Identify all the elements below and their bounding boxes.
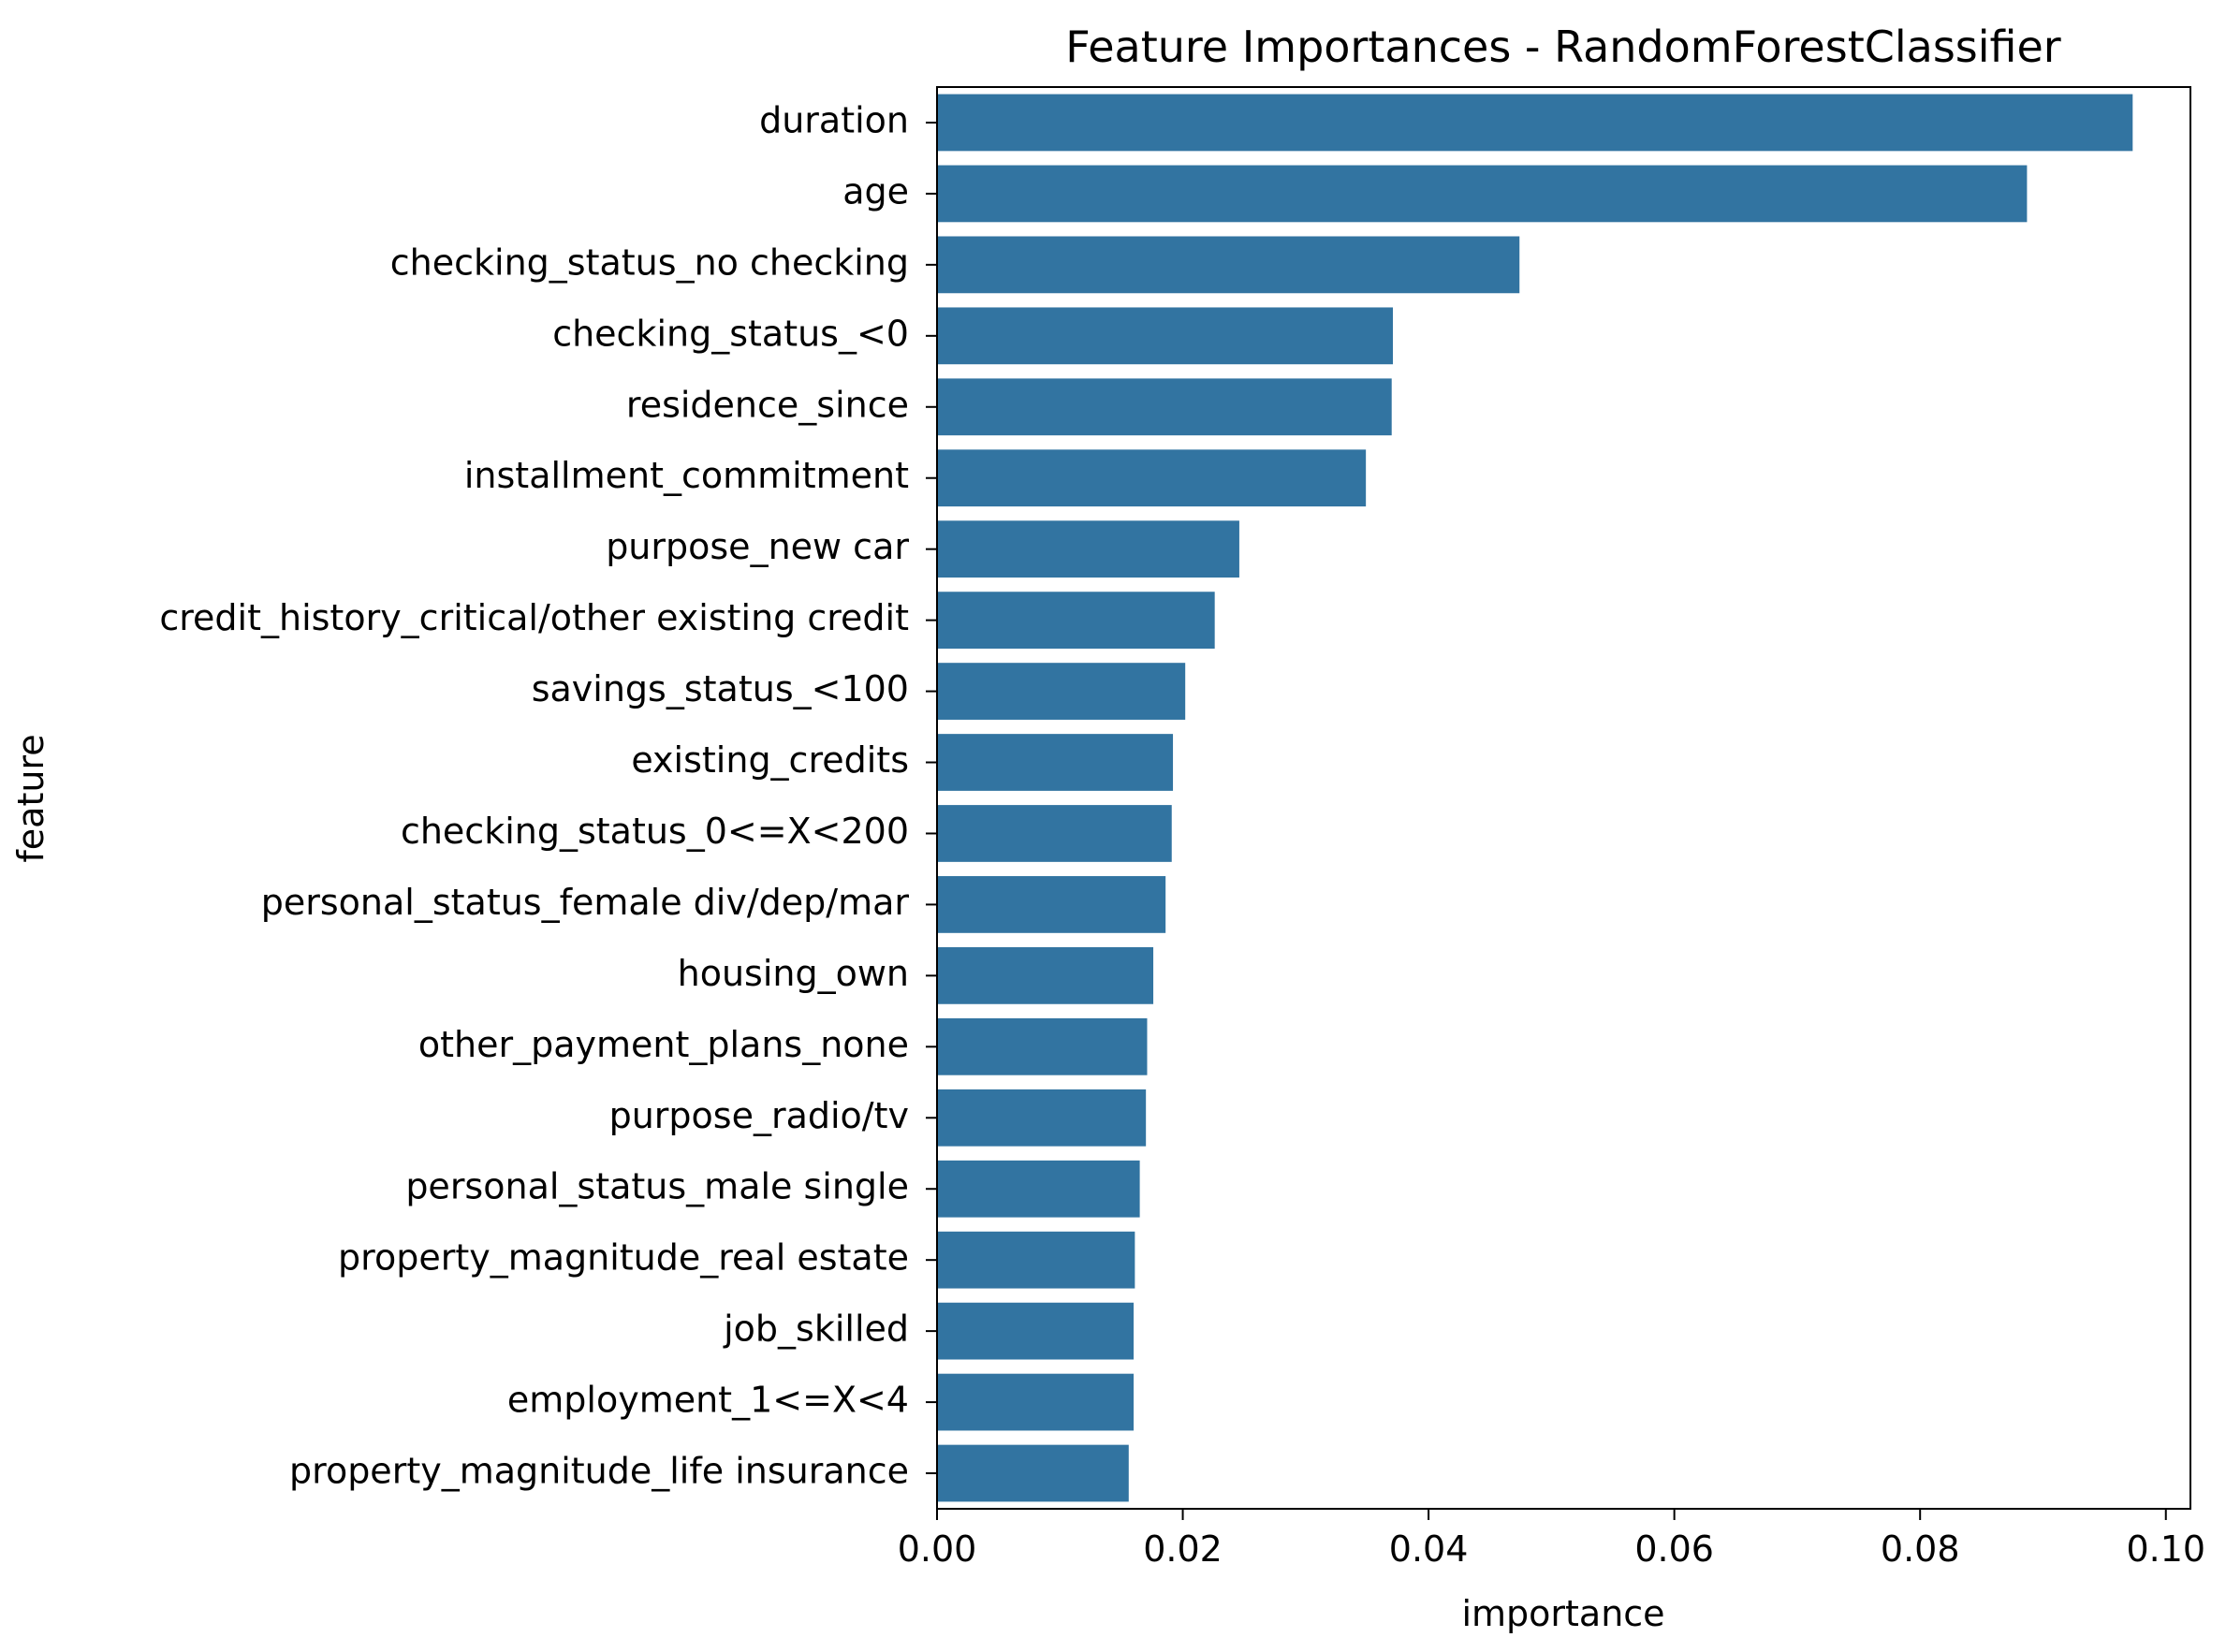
y-tick-label-property-magnitude-life-insurance-19: property_magnitude_life insurance <box>289 1451 909 1492</box>
y-tick-label-installment-commitment-5: installment_commitment <box>464 455 909 496</box>
y-tick-label-savings-status-100-8: savings_status_<100 <box>532 668 909 709</box>
y-axis-ticks: duration age checking_status_no checking ch… <box>159 99 937 1492</box>
y-tick-label-checking-status-0-3: checking_status_<0 <box>552 313 909 354</box>
chart-title: Feature Importances - RandomForestClassi… <box>1065 22 2061 72</box>
bar-purpose-radio-tv-14 <box>937 1089 1147 1147</box>
y-tick-label-purpose-radio-tv-14: purpose_radio/tv <box>609 1095 909 1136</box>
bars-group <box>937 94 2133 1502</box>
bar-property-magnitude-real-estate-16 <box>937 1231 1135 1289</box>
y-axis-label: feature <box>10 734 51 862</box>
bar-employment-1-x-4-18 <box>937 1373 1135 1431</box>
bar-property-magnitude-life-insurance-19 <box>937 1444 1129 1502</box>
bar-purpose-new-car-6 <box>937 520 1239 578</box>
x-tick-label-3: 0.06 <box>1634 1528 1714 1570</box>
y-tick-label-property-magnitude-real-estate-16: property_magnitude_real estate <box>338 1237 909 1279</box>
bar-other-payment-plans-none-13 <box>937 1017 1148 1075</box>
y-tick-label-personal-status-male-single-15: personal_status_male single <box>405 1166 909 1207</box>
bar-credit-history-critical-other-existing-credit-7 <box>937 592 1215 650</box>
x-axis-label: importance <box>1461 1593 1664 1634</box>
bar-checking-status-0-x-200-10 <box>937 805 1172 862</box>
y-tick-label-checking-status-no-checking-2: checking_status_no checking <box>390 241 909 283</box>
bar-personal-status-female-div-dep-mar-11 <box>937 876 1166 933</box>
x-tick-label-0: 0.00 <box>898 1528 977 1570</box>
y-tick-label-credit-history-critical-other-existing-credit-7: credit_history_critical/other existing c… <box>159 597 909 638</box>
bar-checking-status-0-3 <box>937 307 1394 365</box>
bar-installment-commitment-5 <box>937 449 1367 507</box>
x-tick-label-5: 0.10 <box>2126 1528 2205 1570</box>
x-axis-ticks: 0.00 0.02 0.04 0.06 0.08 0.10 <box>898 1509 2205 1570</box>
bar-checking-status-no-checking-2 <box>937 236 1520 294</box>
y-tick-label-checking-status-0-x-200-10: checking_status_0<=X<200 <box>401 811 909 852</box>
y-tick-label-other-payment-plans-none-13: other_payment_plans_none <box>418 1024 909 1065</box>
y-tick-label-residence-since-4: residence_since <box>626 384 909 425</box>
x-tick-label-1: 0.02 <box>1143 1528 1223 1570</box>
bar-personal-status-male-single-15 <box>937 1160 1140 1218</box>
bar-savings-status-100-8 <box>937 663 1186 720</box>
y-tick-label-purpose-new-car-6: purpose_new car <box>606 526 909 567</box>
y-tick-label-housing-own-12: housing_own <box>678 953 909 994</box>
bar-residence-since-4 <box>937 378 1392 436</box>
y-tick-label-employment-1-x-4-18: employment_1<=X<4 <box>507 1380 909 1421</box>
y-tick-label-duration-0: duration <box>759 99 909 140</box>
x-tick-label-4: 0.08 <box>1881 1528 1960 1570</box>
bar-age-1 <box>937 165 2028 223</box>
bar-existing-credits-9 <box>937 734 1174 791</box>
bar-job-skilled-17 <box>937 1302 1135 1360</box>
y-tick-label-job-skilled-17: job_skilled <box>723 1308 909 1350</box>
y-tick-label-personal-status-female-div-dep-mar-11: personal_status_female div/dep/mar <box>261 882 910 923</box>
x-tick-label-2: 0.04 <box>1389 1528 1469 1570</box>
bar-duration-0 <box>937 94 2133 152</box>
y-tick-label-age-1: age <box>842 170 909 212</box>
y-tick-label-existing-credits-9: existing_credits <box>631 739 909 781</box>
bar-housing-own-12 <box>937 946 1154 1004</box>
plot-frame <box>936 86 2191 1510</box>
